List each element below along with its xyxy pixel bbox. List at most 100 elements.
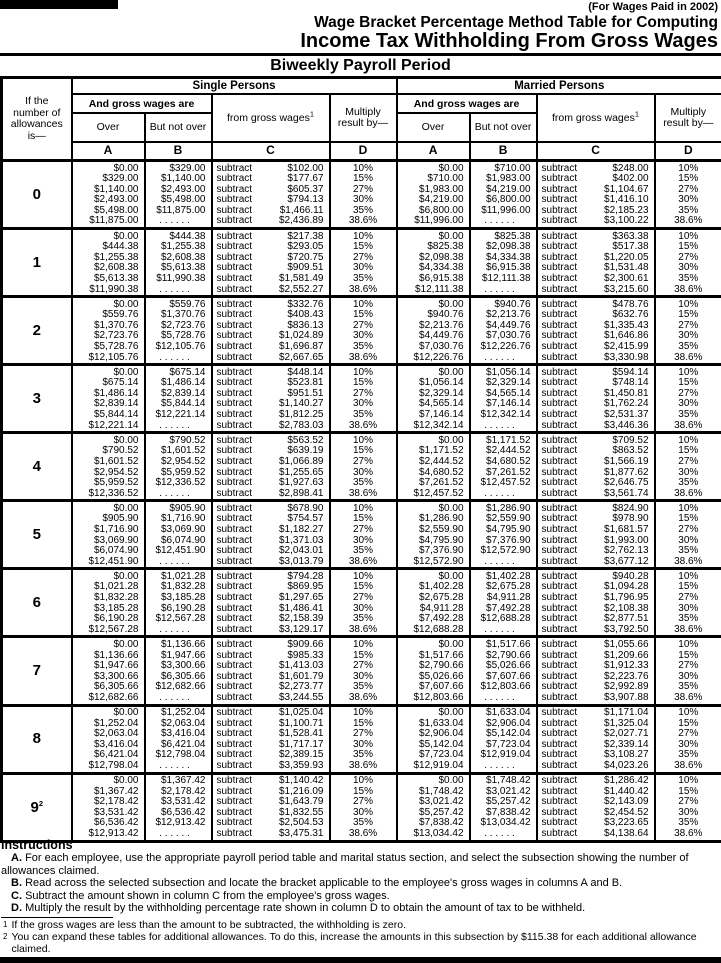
step-label: C.	[11, 889, 22, 902]
wage-over-value: $2,178.42	[94, 796, 139, 808]
dots-placeholder: . . . . . .	[484, 555, 515, 567]
subtract-line: subtract $523.81	[213, 378, 329, 389]
subtract-amount: $2,043.01	[279, 545, 324, 557]
subtract-amount: $2,223.76	[604, 670, 649, 682]
wage-over-value: $12,111.38	[414, 283, 464, 295]
single-multiply-cell: 10% 15% 27% 30% 35% 38.6%	[328, 499, 398, 570]
subtract-amount: $478.76	[612, 298, 649, 310]
subtract-line: subtract $2,300.61	[538, 272, 654, 285]
single-multiply-cell: 10% 15% 27% 30% 35% 38.6%	[328, 431, 398, 502]
dots-placeholder: . . . . . .	[484, 623, 515, 635]
wage-over-value: $1,633.04	[419, 717, 464, 729]
wage-over-value: $7,030.76	[419, 341, 464, 352]
wage-not-over-value: $1,367.42	[161, 775, 206, 787]
subtract-word: subtract	[541, 409, 578, 421]
wage-over-value: $12,336.52	[88, 487, 139, 499]
subtract-line: subtract $1,140.27	[213, 399, 329, 410]
subtract-line: subtract $1,140.42	[213, 775, 329, 787]
subtract-line: subtract $1,216.09	[213, 786, 329, 798]
single-subtract-cell: subtract $217.38 subtract $293.05 subtract $7…	[210, 227, 331, 298]
subtract-word: subtract	[216, 592, 253, 604]
wage-not-over-value: $2,178.42	[161, 785, 206, 797]
subtract-word: subtract	[216, 707, 253, 718]
percent-value: 27%	[678, 524, 699, 535]
allowance-label: 2	[0, 295, 73, 366]
percent-value: 10%	[678, 775, 699, 787]
wage-over-value: $0.00	[438, 298, 464, 310]
wage-over-value: $12,451.90	[88, 555, 139, 567]
wage-over-value: $6,421.04	[94, 749, 139, 761]
wage-not-over-value: $12,682.66	[155, 681, 206, 693]
wage-over-value: $4,795.90	[419, 534, 464, 546]
subtract-word: subtract	[541, 272, 578, 284]
column-letter-a: A	[70, 141, 146, 162]
married-section-header: Married Persons	[395, 76, 721, 95]
subtract-amount: $1,601.79	[279, 670, 324, 682]
subtract-amount: $1,762.24	[604, 398, 649, 410]
wage-over-value: $1,252.04	[94, 717, 139, 729]
footnote-1: 1 If the gross wages are less than the am…	[1, 919, 719, 931]
subtract-word: subtract	[216, 649, 253, 661]
column-letter-c: C	[210, 141, 331, 162]
subtract-word: subtract	[541, 309, 578, 321]
wage-not-over-value: $5,498.00	[161, 194, 206, 206]
subtract-line: subtract $3,561.74	[538, 488, 654, 500]
subtract-line: subtract $2,436.89	[213, 216, 329, 227]
allowance-number: 2	[32, 322, 41, 340]
wage-over-value: $4,334.38	[419, 262, 464, 274]
wage-not-over-value: $1,056.14	[486, 366, 531, 378]
subtract-word: subtract	[216, 796, 253, 808]
subtract-line: subtract $2,504.53	[213, 818, 329, 829]
column-letter-b: B	[143, 141, 213, 162]
wage-over-value: $6,536.42	[94, 817, 139, 829]
percent-value: 35%	[353, 409, 374, 421]
dots-placeholder: . . . . . .	[484, 351, 515, 363]
subtract-amount: $1,255.65	[279, 466, 324, 478]
single-over-cell: $0.00 $559.76 $1,370.76 $2,723.76 $5,728.76 $…	[70, 295, 146, 366]
wage-over-value: $0.00	[113, 775, 139, 787]
subtract-line: subtract $1,466.11	[213, 205, 329, 217]
subtract-word: subtract	[541, 434, 578, 446]
wage-over-value: $1,947.66	[94, 660, 139, 672]
wage-over-value: $12,342.14	[413, 419, 464, 431]
subtract-amount: $332.76	[287, 298, 324, 310]
wage-over-value: $1,601.52	[94, 455, 139, 467]
wage-not-over-value: $6,421.04	[161, 738, 206, 750]
subtract-word: subtract	[216, 262, 253, 274]
single-subtract-cell: subtract $794.28 subtract $869.95 subtract $1…	[210, 567, 331, 638]
subtract-amount: $1,486.41	[279, 602, 324, 614]
registration-bar	[0, 0, 118, 9]
subtract-line: subtract $2,877.51	[538, 614, 654, 625]
percent-value: 15%	[678, 173, 699, 185]
percent-value: 35%	[353, 817, 374, 829]
wage-not-over-value: $444.38	[169, 230, 206, 242]
subtract-amount: $1,696.87	[279, 341, 324, 352]
subtract-word: subtract	[216, 570, 253, 582]
wage-over-value: $12,226.76	[413, 351, 464, 363]
wage-not-over-value: $6,800.00	[486, 194, 531, 206]
wage-over-value: $13,034.42	[413, 828, 464, 840]
percent-value: 30%	[353, 534, 374, 546]
wage-not-over-value: $5,844.14	[161, 398, 206, 410]
subtract-line: subtract $909.51	[213, 263, 329, 274]
wage-over-value: $12,682.66	[88, 691, 139, 703]
subtract-word: subtract	[216, 351, 253, 363]
wage-not-over-value: $13,034.42	[480, 817, 531, 829]
dots-placeholder: . . . . . .	[159, 623, 190, 635]
subtract-amount: $1,581.49	[279, 272, 324, 284]
wage-over-value: $7,838.42	[419, 817, 464, 829]
wage-not-over-value: $11,990.38	[156, 272, 206, 284]
subtract-line: subtract $2,415.99	[538, 341, 654, 353]
subtract-word: subtract	[541, 230, 578, 242]
subtract-line: subtract $2,185.23	[538, 205, 654, 217]
subtract-line: subtract $1,413.03	[213, 661, 329, 672]
subtract-line: subtract $1,440.42	[538, 786, 654, 798]
percent-value: 27%	[353, 183, 374, 195]
wage-over-value: $12,572.90	[413, 555, 464, 567]
wage-not-over-value: $1,947.66	[161, 649, 206, 661]
subtract-line: subtract $478.76	[538, 298, 654, 311]
percent-value: 27%	[678, 796, 699, 808]
dots-placeholder: . . . . . .	[159, 759, 190, 771]
wage-over-value: $2,063.04	[94, 728, 139, 740]
subtract-word: subtract	[216, 477, 253, 489]
